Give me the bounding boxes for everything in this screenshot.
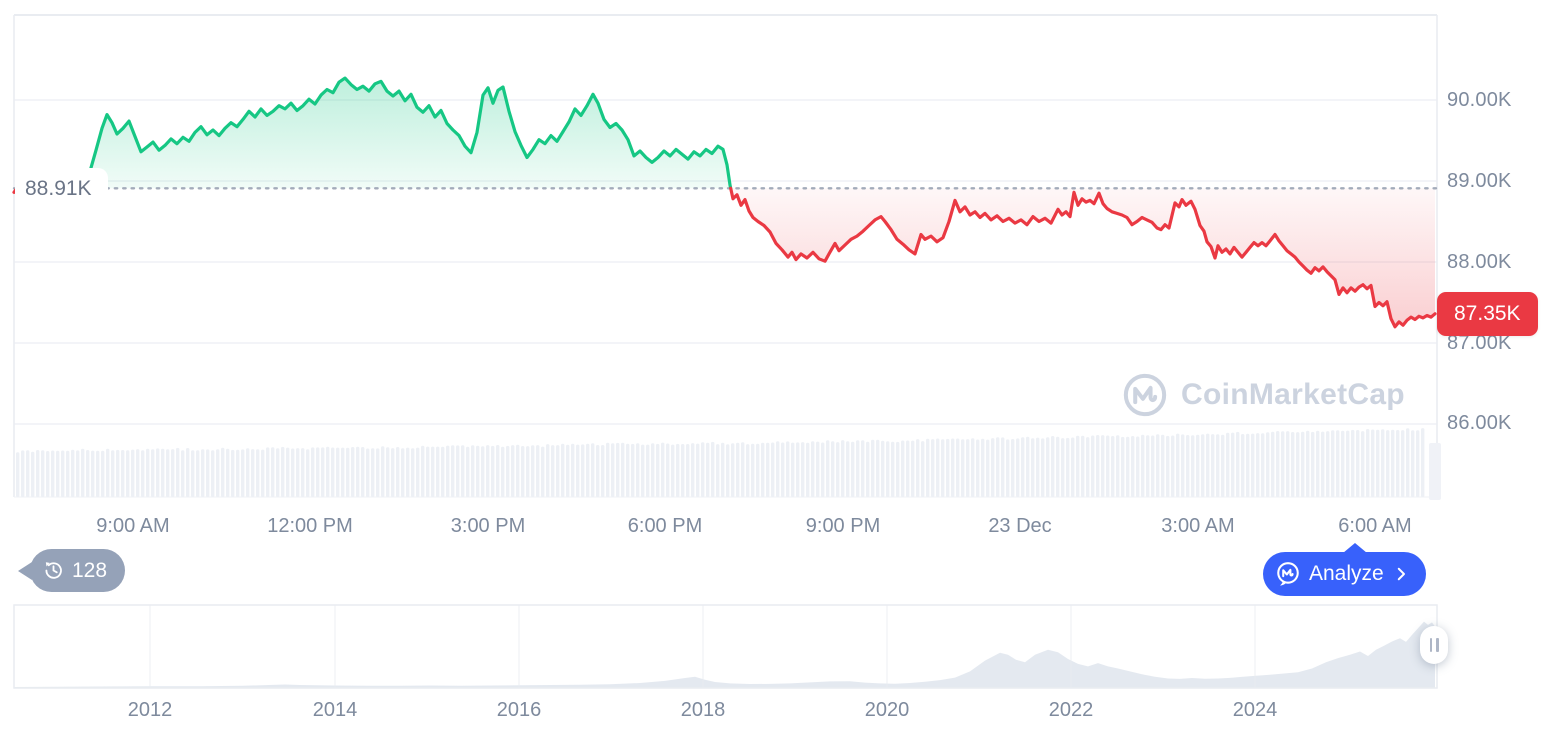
history-count-badge[interactable]: 128 <box>30 549 126 592</box>
current-price-badge: 87.35K <box>1437 292 1538 336</box>
x-axis-label: 6:00 PM <box>627 515 703 537</box>
x-axis-label: 3:00 AM <box>1161 515 1235 537</box>
history-count: 128 <box>72 558 108 582</box>
y-axis-label: 89.00K <box>1447 170 1512 192</box>
x-axis-label: 23 Dec <box>988 515 1052 537</box>
navigator-year-label: 2016 <box>496 699 542 721</box>
navigator-year-label: 2014 <box>312 699 358 721</box>
x-axis-label: 12:00 PM <box>267 515 353 537</box>
navigator-year-label: 2018 <box>680 699 726 721</box>
analyze-button[interactable]: Analyze <box>1263 543 1426 596</box>
coinmarketcap-watermark: CoinMarketCap <box>1122 372 1405 418</box>
analyze-label: Analyze <box>1309 562 1384 585</box>
navigator-year-label: 2020 <box>864 699 910 721</box>
y-axis-label: 86.00K <box>1447 412 1512 434</box>
chevron-right-icon <box>1392 565 1410 583</box>
x-axis-label: 9:00 AM <box>96 515 170 537</box>
history-clock-icon <box>42 559 65 582</box>
navigator-resize-handle[interactable] <box>1420 626 1448 664</box>
y-axis-label: 87.00K <box>1447 332 1512 354</box>
range-navigator[interactable] <box>14 605 1437 688</box>
navigator-year-label: 2022 <box>1048 699 1094 721</box>
navigator-year-label: 2024 <box>1232 699 1278 721</box>
watermark-text: CoinMarketCap <box>1181 378 1405 411</box>
coinmarketcap-logo-icon <box>1122 372 1168 418</box>
navigator-year-label: 2012 <box>127 699 173 721</box>
y-axis-label: 90.00K <box>1447 89 1512 111</box>
y-axis-label: 88.00K <box>1447 251 1512 273</box>
x-axis-label: 9:00 PM <box>805 515 881 537</box>
x-axis-label: 3:00 PM <box>450 515 526 537</box>
analyze-cmc-bubble-icon <box>1275 561 1301 587</box>
x-axis-label: 6:00 AM <box>1338 515 1412 537</box>
baseline-price-label: 88.91K <box>15 168 108 209</box>
